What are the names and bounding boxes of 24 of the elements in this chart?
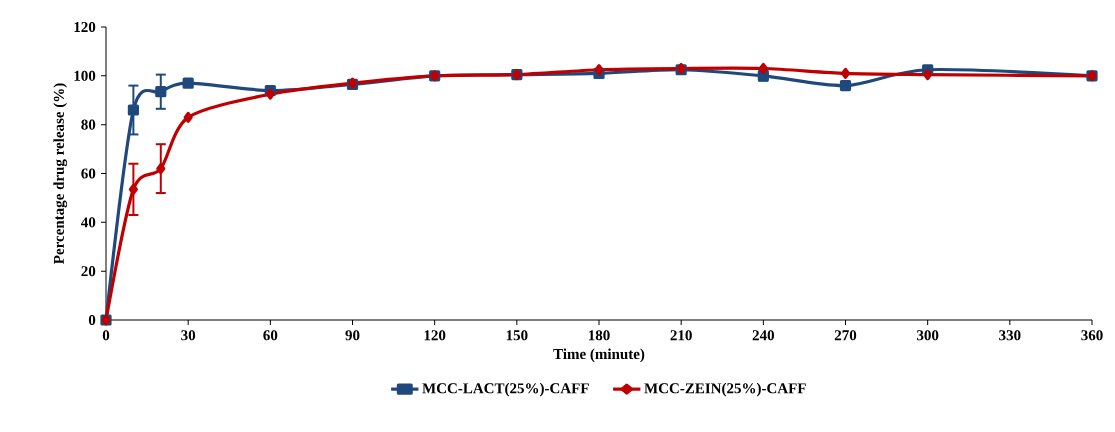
x-tick-label: 240 — [752, 330, 775, 341]
y-tick-label: 60 — [81, 168, 96, 179]
x-tick-label: 150 — [506, 330, 528, 341]
y-tick-label: 80 — [81, 119, 96, 130]
x-tick-label: 180 — [588, 330, 610, 341]
x-tick-label: 90 — [345, 330, 360, 341]
x-tick-label: 330 — [999, 330, 1021, 341]
x-tick-label: 300 — [916, 330, 939, 341]
x-tick-label: 210 — [670, 330, 692, 341]
legend-label: MCC-LACT(25%)-CAFF — [422, 382, 589, 397]
y-tick-label: 120 — [74, 21, 96, 33]
x-tick-label: 0 — [102, 330, 110, 341]
x-tick-label: 30 — [181, 330, 196, 341]
y-axis-title: Percentage drug release (%) — [53, 83, 68, 264]
y-tick-label: 20 — [81, 266, 96, 277]
y-tick-label: 0 — [88, 314, 96, 326]
x-axis-title: Time (minute) — [553, 348, 645, 363]
x-tick-label: 120 — [424, 330, 446, 341]
y-tick-label: 100 — [74, 70, 96, 81]
legend-label: MCC-ZEIN(25%)-CAFF — [644, 382, 806, 397]
x-tick-label: 270 — [834, 330, 857, 341]
x-tick-label: 360 — [1081, 330, 1103, 341]
x-tick-label: 60 — [263, 330, 278, 341]
y-tick-label: 40 — [81, 217, 96, 228]
